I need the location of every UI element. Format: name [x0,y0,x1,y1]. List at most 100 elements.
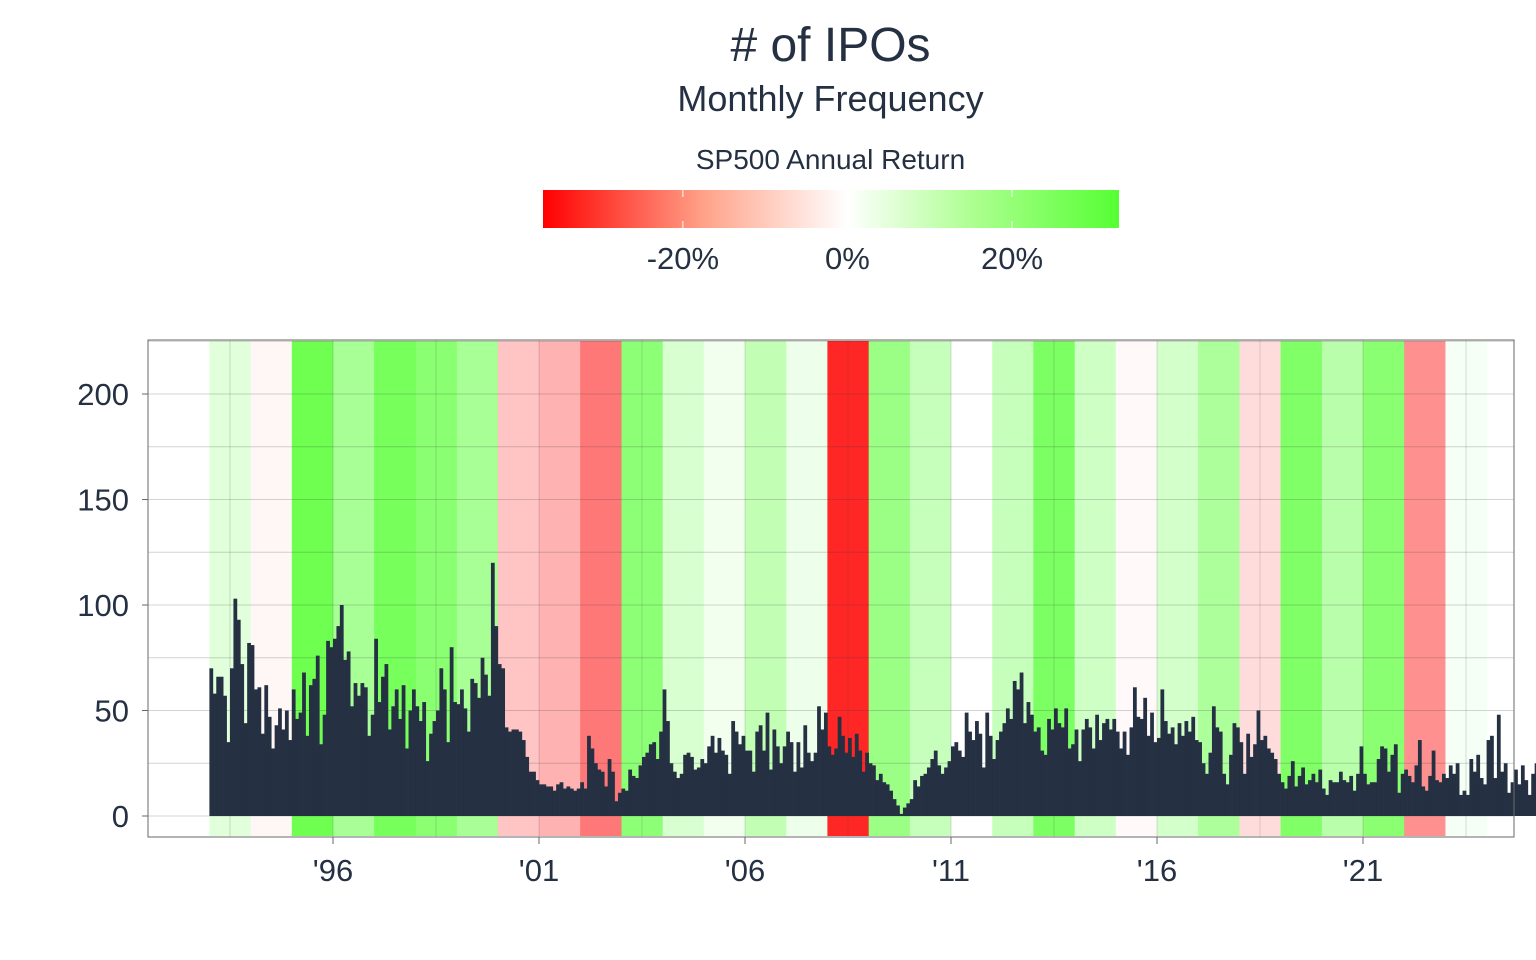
ipo-bar [1338,771,1343,816]
ipo-bar [1328,780,1333,816]
axes: 0 50 100 150 200 '96 '01 '06 '11 '16 '21 [77,339,1515,888]
ipo-bar [1308,780,1312,816]
ipo-bar [1352,790,1357,816]
ipo-bar [751,771,756,816]
x-tick-label: '16 [1137,853,1177,888]
ipo-bar [1150,712,1154,816]
ipo-bar [1314,782,1319,816]
ipo-bar [401,685,406,816]
ipo-bar [1256,710,1261,816]
ipo-bar [827,746,832,816]
ipo-bar [775,746,780,816]
y-tick-label: 150 [77,483,129,518]
ipo-bar [1184,721,1189,816]
ipo-bar [460,689,464,816]
ipo-bar [1170,727,1175,816]
ipo-bar [302,672,306,816]
ipo-bar [1445,778,1450,816]
ipo-bar [1520,765,1525,816]
ipo-bar [1225,784,1230,816]
ipo-bar [933,750,938,816]
ipo-bar [329,647,334,816]
ipo-bar [236,619,241,816]
ipo-bar [724,754,729,816]
ipo-bar [875,780,880,816]
ipo-bar [696,767,701,816]
ipo-bar [580,782,584,816]
ipo-bar [803,725,808,816]
ipo-bar [1047,718,1051,816]
ipo-bar [909,799,914,816]
x-tick-label: '21 [1343,853,1383,888]
ipo-bar [1349,775,1354,816]
ipo-bar [398,718,403,816]
ipo-bar [1232,723,1237,816]
ipo-bar [1266,748,1271,816]
ipo-bar [1208,752,1213,816]
ipo-bar [745,750,749,816]
ipo-bars [209,562,1536,816]
ipo-bar [473,683,478,816]
y-tick-label: 0 [112,799,129,834]
ipo-bar [717,737,722,816]
ipo-bar [1393,744,1398,816]
ipo-bar [1510,782,1515,816]
ipo-bar [1119,748,1124,816]
ipo-bar [1301,767,1305,816]
legend-title: SP500 Annual Return [695,144,966,175]
ipo-bar [854,733,859,816]
ipo-bar [508,731,512,816]
ipo-bar [899,813,904,816]
x-tick-label: '06 [725,853,765,888]
ipo-bar [278,708,282,816]
ipo-bar [408,710,413,816]
ipo-bar [714,752,718,816]
ipo-bar [1160,689,1165,816]
plot-frame [147,339,1515,838]
ipo-bar [611,771,615,816]
ipo-bar [861,771,866,816]
ipo-bar [638,765,643,816]
ipo-bar [1263,735,1268,816]
ipo-bar [1095,714,1099,816]
ipo-bar [631,775,636,816]
ipo-bar [1143,697,1148,816]
ipo-bar [806,752,811,816]
legend-colorbar [543,190,1119,228]
ipo-bar [484,674,488,816]
ipo-bar [1205,773,1209,816]
ipo-bar [1016,689,1021,816]
ipo-bar [1005,708,1010,816]
ipo-bar [1074,729,1079,816]
ipo-bar [1136,716,1141,816]
ipo-bar [796,742,801,816]
ipo-bar [920,775,924,816]
ipo-bar [363,687,368,816]
ipo-bar [1424,790,1429,816]
ipo-bar [1490,735,1494,816]
ipo-bar [1064,708,1069,816]
ipo-bar [1390,754,1395,816]
ipo-bar [655,759,660,816]
ipo-bar [569,788,574,816]
ipo-bar [1500,771,1505,816]
ipo-bar [1335,782,1340,816]
ipo-bar [868,763,873,816]
ipo-bar [583,788,588,816]
ipo-bar [865,752,869,816]
ipo-bar [985,712,990,816]
ipo-bar [288,740,293,816]
ipo-bar [1462,790,1467,816]
ipo-bar [1441,773,1446,816]
ipo-bar [734,731,739,816]
ipo-bar [662,689,667,816]
legend-tick-label: 20% [981,241,1043,276]
ipo-bar [1270,752,1275,816]
ipo-bar [992,759,996,816]
ipo-bar [490,562,495,816]
ipo-bar [1242,773,1247,816]
ipo-bar [1407,775,1412,816]
ipo-bar [710,735,715,816]
ipo-bar [930,759,935,816]
ipo-bar [1503,763,1508,816]
